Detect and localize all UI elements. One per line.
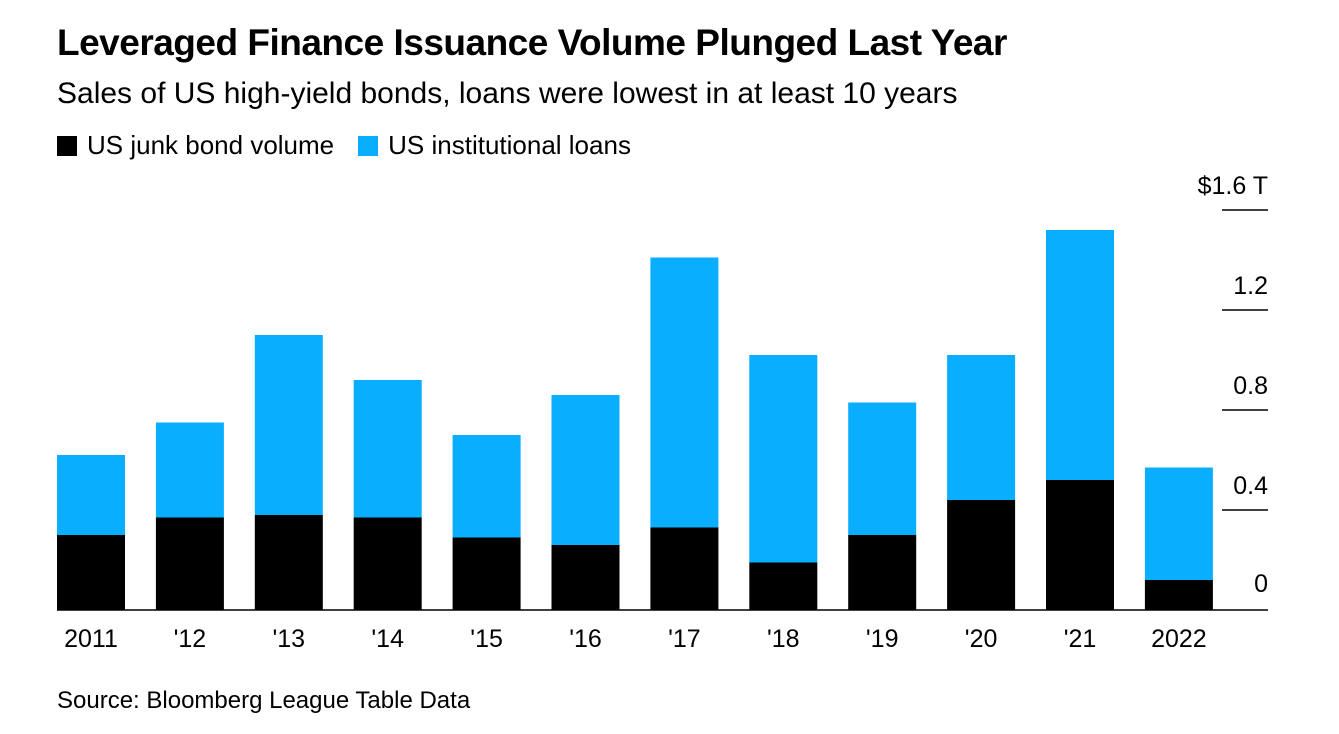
bar-junk-bonds-2 xyxy=(254,515,323,610)
bar-institutional-loans-5 xyxy=(551,395,620,545)
bar-junk-bonds-5 xyxy=(551,545,620,610)
bar-institutional-loans-4 xyxy=(452,435,521,538)
x-tick-label: '12 xyxy=(174,625,207,653)
bar-junk-bonds-4 xyxy=(452,537,521,610)
bar-institutional-loans-8 xyxy=(848,402,917,535)
legend-swatch-institutional-loans xyxy=(358,135,379,156)
y-tick-label: 0 xyxy=(1254,570,1268,598)
bar-junk-bonds-8 xyxy=(848,535,917,610)
x-tick-label: '21 xyxy=(1064,625,1097,653)
legend-label-junk-bonds: US junk bond volume xyxy=(87,130,335,160)
source-note: Source: Bloomberg League Table Data xyxy=(57,687,471,714)
bar-institutional-loans-10 xyxy=(1046,230,1114,480)
bar-institutional-loans-1 xyxy=(155,422,224,518)
y-tick-label: 0.4 xyxy=(1233,472,1268,500)
x-tick-label: '16 xyxy=(569,625,602,653)
bar-junk-bonds-7 xyxy=(749,562,818,610)
bar-junk-bonds-3 xyxy=(353,517,422,610)
bar-junk-bonds-10 xyxy=(1046,480,1114,610)
x-tick-label: '20 xyxy=(965,625,998,653)
x-tick-label: '15 xyxy=(470,625,503,653)
bar-institutional-loans-0 xyxy=(57,455,125,535)
legend-item-junk-bonds: US junk bond volume xyxy=(57,130,334,161)
bar-junk-bonds-11 xyxy=(1144,580,1213,610)
bar-institutional-loans-9 xyxy=(947,355,1016,500)
x-tick-label: '18 xyxy=(767,625,800,653)
legend-swatch-junk-bonds xyxy=(57,135,77,156)
chart-subtitle: Sales of US high-yield bonds, loans were… xyxy=(57,77,958,110)
bar-junk-bonds-1 xyxy=(155,517,224,610)
legend-label-institutional-loans: US institutional loans xyxy=(388,130,631,160)
x-tick-label: '13 xyxy=(273,625,306,653)
x-tick-label: 2022 xyxy=(1151,625,1207,653)
bar-institutional-loans-6 xyxy=(650,257,719,528)
bar-junk-bonds-0 xyxy=(57,535,125,610)
bar-institutional-loans-2 xyxy=(254,335,323,515)
x-tick-label: 2011 xyxy=(64,625,118,653)
legend: US junk bond volume US institutional loa… xyxy=(57,130,655,161)
x-tick-label: '17 xyxy=(668,625,701,653)
bar-institutional-loans-3 xyxy=(353,380,422,518)
legend-item-institutional-loans: US institutional loans xyxy=(358,130,631,161)
x-tick-label: '14 xyxy=(371,625,404,653)
chart-title: Leveraged Finance Issuance Volume Plunge… xyxy=(57,22,1007,63)
bar-institutional-loans-7 xyxy=(749,355,818,563)
y-tick-label: 1.2 xyxy=(1233,272,1268,300)
bar-junk-bonds-9 xyxy=(947,500,1016,610)
y-tick-label: $1.6 T xyxy=(1198,172,1268,200)
y-tick-label: 0.8 xyxy=(1233,372,1268,400)
bar-junk-bonds-6 xyxy=(650,527,719,610)
bar-institutional-loans-11 xyxy=(1144,467,1213,580)
x-tick-label: '19 xyxy=(866,625,899,653)
